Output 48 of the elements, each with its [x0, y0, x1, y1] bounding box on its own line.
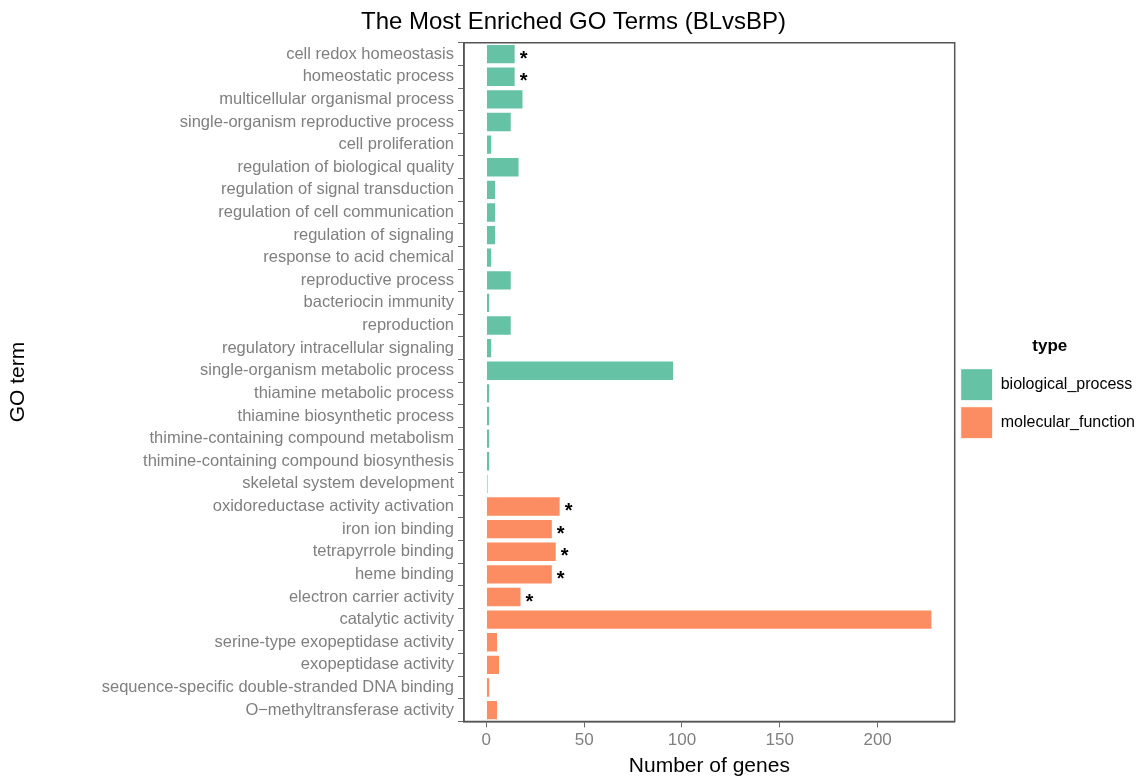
y-tick-label: reproduction — [362, 315, 454, 334]
y-tick-label: cell redox homeostasis — [286, 43, 454, 62]
y-tick-label: electron carrier activity — [288, 586, 455, 605]
y-tick-label: homeostatic process — [302, 66, 454, 85]
y-tick-label: tetrapyrrole binding — [312, 541, 454, 560]
y-tick-label: single-organism reproductive process — [179, 111, 454, 130]
y-tick-label: thimine-containing compound metabolism — [149, 428, 454, 447]
x-tick-label: 100 — [667, 730, 697, 750]
y-tick-label: oxidoreductase activity activation — [212, 496, 454, 515]
y-tick-label: multicellular organismal process — [219, 88, 454, 107]
y-tick-label: regulation of signal transduction — [221, 179, 454, 198]
legend-label: molecular_function — [1000, 413, 1135, 432]
y-tick-label: regulation of biological quality — [237, 156, 455, 175]
y-tick-label: regulation of cell communication — [218, 202, 454, 220]
annotation: * — [560, 544, 569, 567]
y-tick-label: sequence-specific double-stranded DNA binding — [101, 677, 454, 696]
x-tick-label: 50 — [574, 730, 594, 750]
y-tick-label: iron ion binding — [342, 518, 454, 537]
chart-title: The Most Enriched GO Terms (BLvsBP) — [360, 7, 787, 35]
x-axis-title: Number of genes — [628, 753, 790, 777]
y-tick-label: regulatory intracellular signaling — [221, 337, 454, 356]
x-tick-label: 150 — [765, 730, 794, 750]
y-tick-label: serine-type exopeptidase activity — [214, 631, 455, 650]
y-tick-label: thiamine biosynthetic process — [237, 405, 454, 424]
y-axis-title: GO term — [5, 341, 29, 423]
annotation: * — [519, 46, 528, 69]
y-tick-label: reproductive process — [300, 269, 454, 288]
y-tick-label: single-organism metabolic process — [199, 360, 454, 379]
y-tick-label: exopeptidase activity — [300, 654, 455, 673]
annotation: * — [564, 499, 573, 522]
y-tick-label: thimine-containing compound biosynthesis — [143, 450, 454, 469]
y-tick-label: skeletal system development — [242, 473, 455, 492]
annotation: * — [525, 589, 534, 612]
annotation: * — [519, 69, 528, 92]
y-tick-label: response to acid chemical — [263, 247, 454, 266]
y-tick-label: catalytic activity — [339, 609, 455, 628]
y-tick-label: regulation of signaling — [293, 224, 454, 243]
x-tick-label: 0 — [481, 730, 492, 750]
y-tick-label: bacteriocin immunity — [303, 292, 455, 311]
y-tick-label: cell proliferation — [338, 134, 454, 153]
y-tick-label: O−methyltransferase activity — [245, 699, 455, 718]
legend-title: type — [1032, 336, 1068, 356]
annotation: * — [556, 521, 565, 544]
y-tick-label: heme binding — [354, 563, 454, 582]
y-tick-label: thiamine metabolic process — [254, 382, 454, 401]
x-tick-label: 200 — [863, 730, 892, 750]
annotation: * — [556, 566, 565, 589]
legend-label: biological_process — [1000, 375, 1133, 394]
